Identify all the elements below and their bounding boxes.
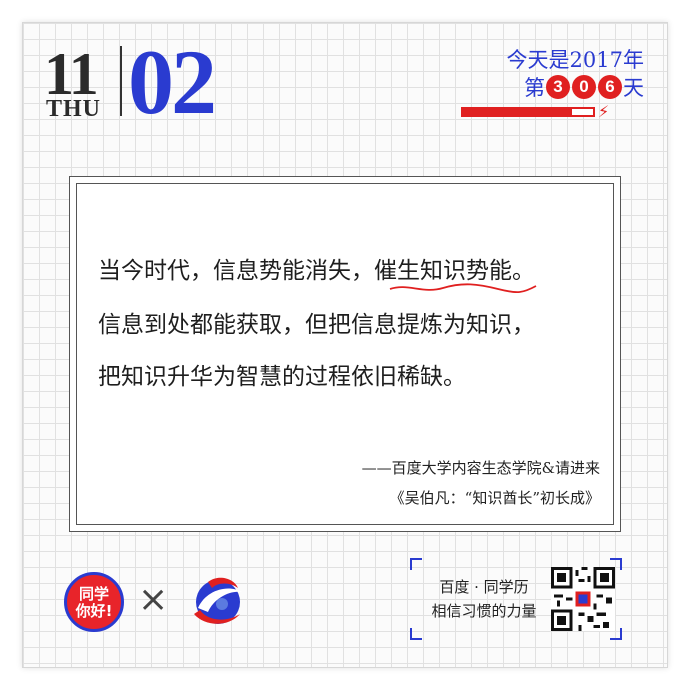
year-text: 今天是2017年: [506, 48, 644, 72]
lightning-icon: ⚡: [598, 102, 610, 121]
qr-caption-line-1: 百度 · 同学历: [439, 578, 529, 596]
quote-highlight: 催生知识势能: [374, 258, 512, 284]
day-count-digit: 6: [598, 75, 622, 99]
year-progress-fill: [463, 109, 573, 115]
day-number: 02: [128, 31, 217, 133]
day-count-suffix: 天: [623, 76, 644, 100]
tongxue-logo: 同学 你好!: [64, 572, 124, 632]
squiggle-underline-icon: [389, 283, 537, 293]
corner-mark: [610, 628, 622, 640]
month-number: 11: [44, 41, 99, 107]
tongxue-logo-text: 同学: [78, 585, 109, 603]
day-count-prefix: 第: [524, 76, 545, 100]
weekday-label: THU: [46, 96, 102, 122]
cross-icon: ×: [138, 579, 169, 620]
corner-mark: [610, 558, 622, 570]
quote-line-1-start: 当今时代，信息势能消失，: [98, 258, 374, 284]
quote-line-3: 把知识升华为智慧的过程依旧稀缺。: [98, 364, 466, 390]
qr-caption-line-2: 相信习惯的力量: [431, 602, 537, 620]
day-count-digit: 0: [572, 75, 596, 99]
day-count: 第 3 0 6 天: [524, 72, 644, 102]
tongxue-logo-text: 你好!: [75, 602, 113, 620]
quote-inner-border: [76, 183, 614, 525]
corner-mark: [410, 628, 422, 640]
date-divider: [120, 46, 122, 116]
quote-attribution-article: 《吴伯凡：“知识酋长”初长成》: [389, 489, 600, 507]
qr-code-icon[interactable]: [551, 567, 615, 631]
day-count-digit: 3: [546, 75, 570, 99]
corner-mark: [410, 558, 422, 570]
qr-section: 百度 · 同学历 相信习惯的力量: [410, 558, 622, 640]
quote-frame: 当今时代，信息势能消失，催生知识势能。 信息到处都能获取，但把信息提炼为知识， …: [69, 176, 621, 532]
quote-attribution-source: ——百度大学内容生态学院&请进来: [361, 459, 600, 477]
year-progress-bar: [461, 107, 595, 117]
quote-line-2: 信息到处都能获取，但把信息提炼为知识，: [98, 312, 535, 338]
swirl-logo-icon: [194, 577, 242, 624]
quote-line-1-end: 。: [512, 258, 535, 284]
quote-line-1: 当今时代，信息势能消失，催生知识势能。: [98, 251, 535, 285]
